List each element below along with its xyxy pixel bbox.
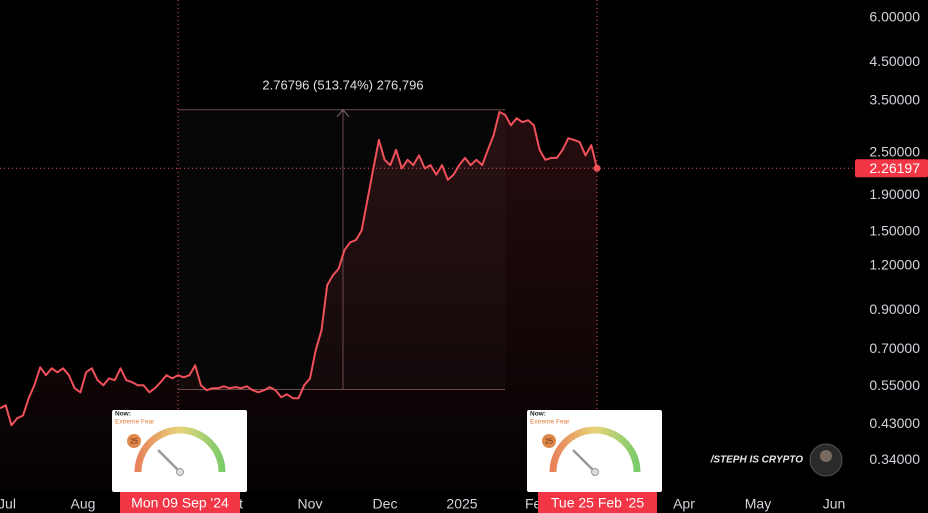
- avatar-head: [820, 450, 832, 462]
- y-tick-label: 3.50000: [869, 92, 920, 108]
- gauge-arc: [549, 426, 641, 473]
- y-tick-label: 0.90000: [869, 301, 920, 317]
- x-tick-label: Jul: [0, 496, 16, 512]
- gauge-badge: [127, 434, 141, 448]
- measure-label: 2.76796 (513.74%) 276,796: [262, 77, 423, 92]
- y-tick-label: 6.00000: [869, 9, 920, 25]
- x-tick-label: May: [745, 496, 771, 512]
- date-label: Tue 25 Feb '25: [551, 495, 644, 511]
- area: [0, 112, 597, 492]
- y-tick-label: 0.55000: [869, 377, 920, 393]
- line: [0, 111, 598, 427]
- price-label: 2.26197: [869, 160, 920, 176]
- y-tick-label: 4.50000: [869, 53, 920, 69]
- x-tick-label: Jun: [823, 496, 846, 512]
- gauge-needle: [157, 449, 182, 474]
- y-tick-label: 1.50000: [869, 222, 920, 238]
- x-tick-label: Dec: [373, 496, 398, 512]
- gauge-heading: Now:: [115, 411, 131, 418]
- x-tick-label: Aug: [71, 496, 96, 512]
- gauge-pivot: [176, 468, 184, 476]
- gauge-needle: [572, 449, 597, 474]
- x-tick-label: Nov: [298, 496, 323, 512]
- x-tick-label: 2025: [446, 496, 477, 512]
- y-tick-label: 0.34000: [869, 451, 920, 467]
- gauge-card: [112, 410, 247, 492]
- gauge-card: [527, 410, 662, 492]
- gauge-badge: [542, 434, 556, 448]
- y-tick-label: 2.50000: [869, 144, 920, 160]
- last-point: [593, 164, 601, 172]
- gauge-mood: Extreme Fear: [530, 419, 570, 426]
- gauge-pivot: [591, 468, 599, 476]
- y-tick-label: 1.90000: [869, 186, 920, 202]
- y-tick-label: 0.43000: [869, 415, 920, 431]
- price-label-bg: [855, 159, 928, 178]
- watermark: /STEPH IS CRYPTO: [710, 455, 804, 466]
- date-label-bg: [120, 492, 240, 513]
- gauge-value: 25: [545, 438, 553, 445]
- measure-arrowhead: [336, 108, 350, 118]
- y-tick-label: 1.20000: [869, 257, 920, 273]
- gauge-value: 25: [130, 438, 138, 445]
- gauge-arc: [134, 426, 226, 473]
- x-tick-label: Apr: [673, 496, 695, 512]
- date-label: Mon 09 Sep '24: [131, 495, 229, 511]
- gauge-mood: Extreme Fear: [115, 419, 155, 426]
- y-tick-label: 0.70000: [869, 340, 920, 356]
- gauge-heading: Now:: [530, 411, 546, 418]
- date-label-bg: [538, 492, 657, 513]
- measure-box: [178, 109, 505, 390]
